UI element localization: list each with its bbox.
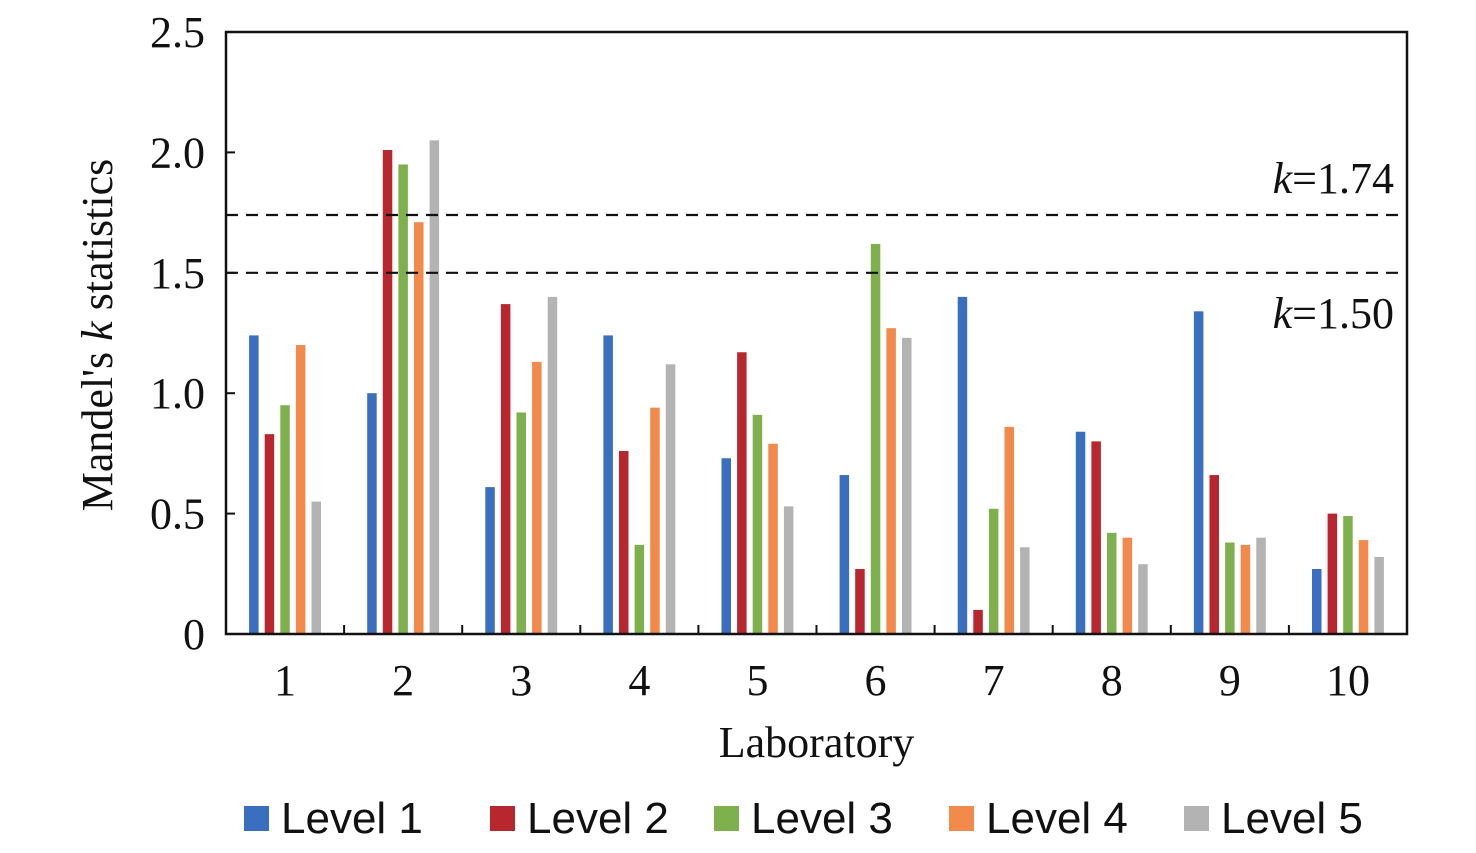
legend-swatch-level-4 xyxy=(949,806,974,831)
bar-level-1-lab-1 xyxy=(249,335,259,634)
bar-level-5-lab-4 xyxy=(665,364,676,634)
y-tick-label: 1.5 xyxy=(150,249,205,298)
bar-level-5-lab-5 xyxy=(783,506,794,634)
reference-value: =1.74 xyxy=(1292,154,1394,203)
bar-level-5-lab-1 xyxy=(311,501,321,634)
y-tick-label: 2.0 xyxy=(150,128,205,177)
y-axis-ticks: 0 0.5 1.0 1.5 2.0 2.5 xyxy=(150,8,235,659)
bar-level-2-lab-6 xyxy=(855,568,865,634)
bar-level-1-lab-10 xyxy=(1312,568,1322,634)
bar-level-4-lab-1 xyxy=(295,345,306,634)
reference-line-label-2: k=1.50 xyxy=(1273,289,1394,338)
bar-level-4-lab-2 xyxy=(414,222,424,635)
bar-level-4-lab-10 xyxy=(1358,540,1369,634)
legend-label-level-3: Level 3 xyxy=(751,794,893,843)
bar-level-1-lab-4 xyxy=(603,335,613,634)
reference-lines xyxy=(226,213,1407,274)
legend-label-level-4: Level 4 xyxy=(986,794,1128,843)
y-tick-label: 0 xyxy=(183,610,205,659)
x-tick-label: 3 xyxy=(510,656,532,705)
bar-level-5-lab-9 xyxy=(1256,537,1266,634)
y-axis-title-symbol: k xyxy=(73,320,122,341)
bar-level-1-lab-3 xyxy=(485,487,495,634)
bars xyxy=(249,140,1384,635)
bar-level-5-lab-7 xyxy=(1020,547,1030,634)
reference-symbol: k xyxy=(1273,289,1294,338)
legend-swatch-level-2 xyxy=(490,806,515,831)
x-axis-title: Laboratory xyxy=(719,718,914,767)
y-tick-label: 1.0 xyxy=(150,369,205,418)
legend-swatch-level-5 xyxy=(1184,806,1209,831)
bar-level-3-lab-5 xyxy=(752,414,763,634)
y-axis-title: Mandel's k statistics xyxy=(73,159,122,512)
x-tick-label: 6 xyxy=(865,656,887,705)
bar-level-3-lab-10 xyxy=(1343,516,1353,634)
x-tick-label: 1 xyxy=(274,656,296,705)
bar-level-1-lab-6 xyxy=(839,475,850,634)
bar-level-2-lab-2 xyxy=(382,149,393,635)
bar-level-3-lab-2 xyxy=(398,164,408,634)
y-tick-label: 2.5 xyxy=(150,8,205,57)
x-tick-label: 7 xyxy=(983,656,1005,705)
y-axis-title-part-1: Mandel's xyxy=(73,341,122,511)
bar-level-4-lab-5 xyxy=(768,443,778,634)
bar-level-4-lab-3 xyxy=(532,361,542,634)
bar-level-2-lab-1 xyxy=(264,434,275,634)
x-tick-label: 9 xyxy=(1219,656,1241,705)
bar-level-3-lab-4 xyxy=(634,544,645,634)
x-tick-label: 10 xyxy=(1326,656,1370,705)
bar-level-4-lab-9 xyxy=(1240,544,1251,634)
bar-level-4-lab-4 xyxy=(650,407,660,634)
x-tick-label: 8 xyxy=(1101,656,1123,705)
y-axis-title-part-2: statistics xyxy=(73,159,122,322)
legend-swatch-level-3 xyxy=(714,806,739,831)
bar-level-5-lab-6 xyxy=(902,337,912,634)
x-tick-label: 2 xyxy=(392,656,414,705)
x-tick-label: 5 xyxy=(746,656,768,705)
bar-level-4-lab-6 xyxy=(886,328,896,634)
legend: Level 1 Level 2 Level 3 Level 4 Level 5 xyxy=(244,794,1363,843)
bar-level-2-lab-4 xyxy=(619,450,629,634)
bar-level-3-lab-3 xyxy=(516,412,526,634)
bar-level-5-lab-8 xyxy=(1138,564,1148,634)
legend-swatch-level-1 xyxy=(244,806,269,831)
bar-level-2-lab-10 xyxy=(1327,513,1338,634)
bar-level-1-lab-9 xyxy=(1193,311,1204,634)
reference-line-labels: k=1.74k=1.50 xyxy=(1273,154,1394,338)
bar-level-2-lab-5 xyxy=(737,352,747,634)
y-tick-label: 0.5 xyxy=(150,490,205,539)
x-axis-ticks: 1 2 3 4 5 6 7 8 9 10 xyxy=(274,625,1370,705)
bar-level-1-lab-2 xyxy=(367,393,377,634)
x-tick-label: 4 xyxy=(628,656,650,705)
bar-level-2-lab-9 xyxy=(1209,475,1219,634)
bar-level-1-lab-5 xyxy=(721,458,731,634)
bar-level-5-lab-10 xyxy=(1374,556,1384,634)
bar-level-2-lab-8 xyxy=(1091,441,1101,634)
bar-level-4-lab-8 xyxy=(1122,537,1133,634)
bar-level-3-lab-7 xyxy=(988,508,999,634)
legend-label-level-5: Level 5 xyxy=(1221,794,1363,843)
bar-level-2-lab-7 xyxy=(973,609,983,634)
bar-level-1-lab-8 xyxy=(1075,431,1086,634)
reference-symbol: k xyxy=(1273,154,1294,203)
legend-label-level-1: Level 1 xyxy=(281,794,423,843)
bar-level-3-lab-6 xyxy=(870,243,881,634)
bar-level-2-lab-3 xyxy=(500,304,511,634)
bar-level-4-lab-7 xyxy=(1004,426,1014,634)
bar-level-1-lab-7 xyxy=(957,296,968,634)
bar-level-3-lab-1 xyxy=(280,405,290,634)
bar-level-5-lab-2 xyxy=(429,140,440,635)
bar-level-3-lab-9 xyxy=(1225,542,1235,634)
reference-line-label-1: k=1.74 xyxy=(1273,154,1394,203)
bar-level-5-lab-3 xyxy=(547,296,558,634)
legend-label-level-2: Level 2 xyxy=(527,794,669,843)
bar-level-3-lab-8 xyxy=(1107,532,1117,634)
reference-value: =1.50 xyxy=(1292,289,1394,338)
